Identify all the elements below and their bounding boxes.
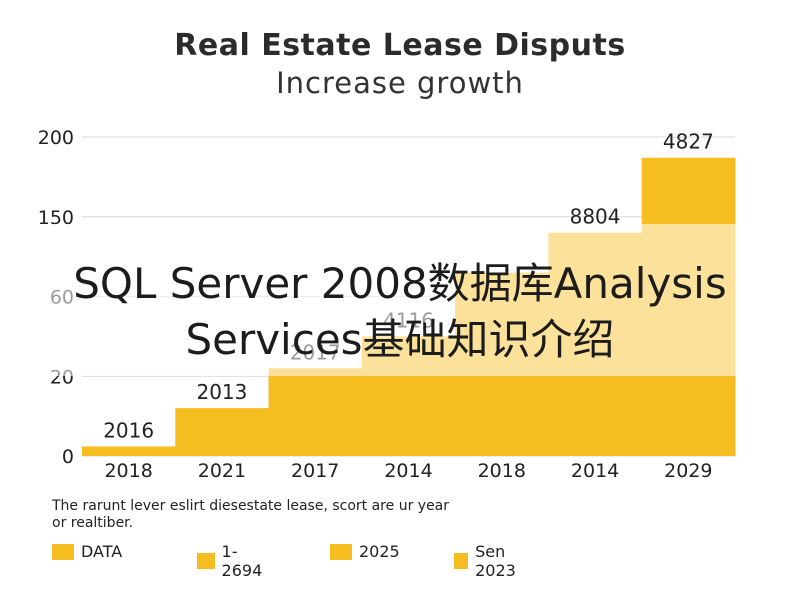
x-tick-label: 2018: [104, 460, 152, 482]
bar: [175, 408, 270, 456]
legend-swatch: [454, 553, 469, 569]
x-tick-label: 2017: [291, 460, 339, 482]
y-tick-label: 150: [38, 207, 74, 229]
bar: [268, 368, 363, 456]
legend-swatch: [52, 543, 74, 560]
chart-note: The rarunt lever eslirt diesestate lease…: [52, 498, 450, 531]
chart-subtitle: Increase growth: [276, 66, 524, 100]
x-tick-label: 2014: [571, 460, 619, 482]
bar: [82, 446, 176, 456]
x-tick-label: 2029: [664, 460, 712, 482]
legend-item: 2025: [330, 542, 400, 561]
watermark-band: [0, 224, 800, 376]
legend-swatch: [197, 553, 215, 569]
data-label: 2016: [103, 418, 154, 442]
x-tick-label: 2018: [478, 460, 526, 482]
x-tick-label: 2021: [198, 460, 246, 482]
data-label: 4827: [663, 130, 714, 154]
watermark-line-1: SQL Server 2008数据库Analysis: [73, 259, 727, 308]
y-tick-label: 200: [38, 127, 74, 149]
legend-item: 1-2694: [197, 542, 267, 580]
data-label: 2013: [196, 380, 247, 404]
legend-label: 1-2694: [221, 542, 263, 580]
y-tick-label: 0: [62, 446, 74, 468]
legend-swatch: [330, 543, 352, 560]
legend-label: 2025: [359, 542, 400, 561]
legend-item: DATA: [52, 542, 122, 561]
legend-label: Sen 2023: [475, 542, 516, 580]
x-tick-label: 2014: [384, 460, 432, 482]
legend-item: Sen 2023: [454, 542, 524, 580]
chart-title: Real Estate Lease Disputs: [174, 28, 626, 63]
watermark-line-2: Services基础知识介绍: [185, 315, 615, 364]
legend-label: DATA: [81, 542, 123, 561]
